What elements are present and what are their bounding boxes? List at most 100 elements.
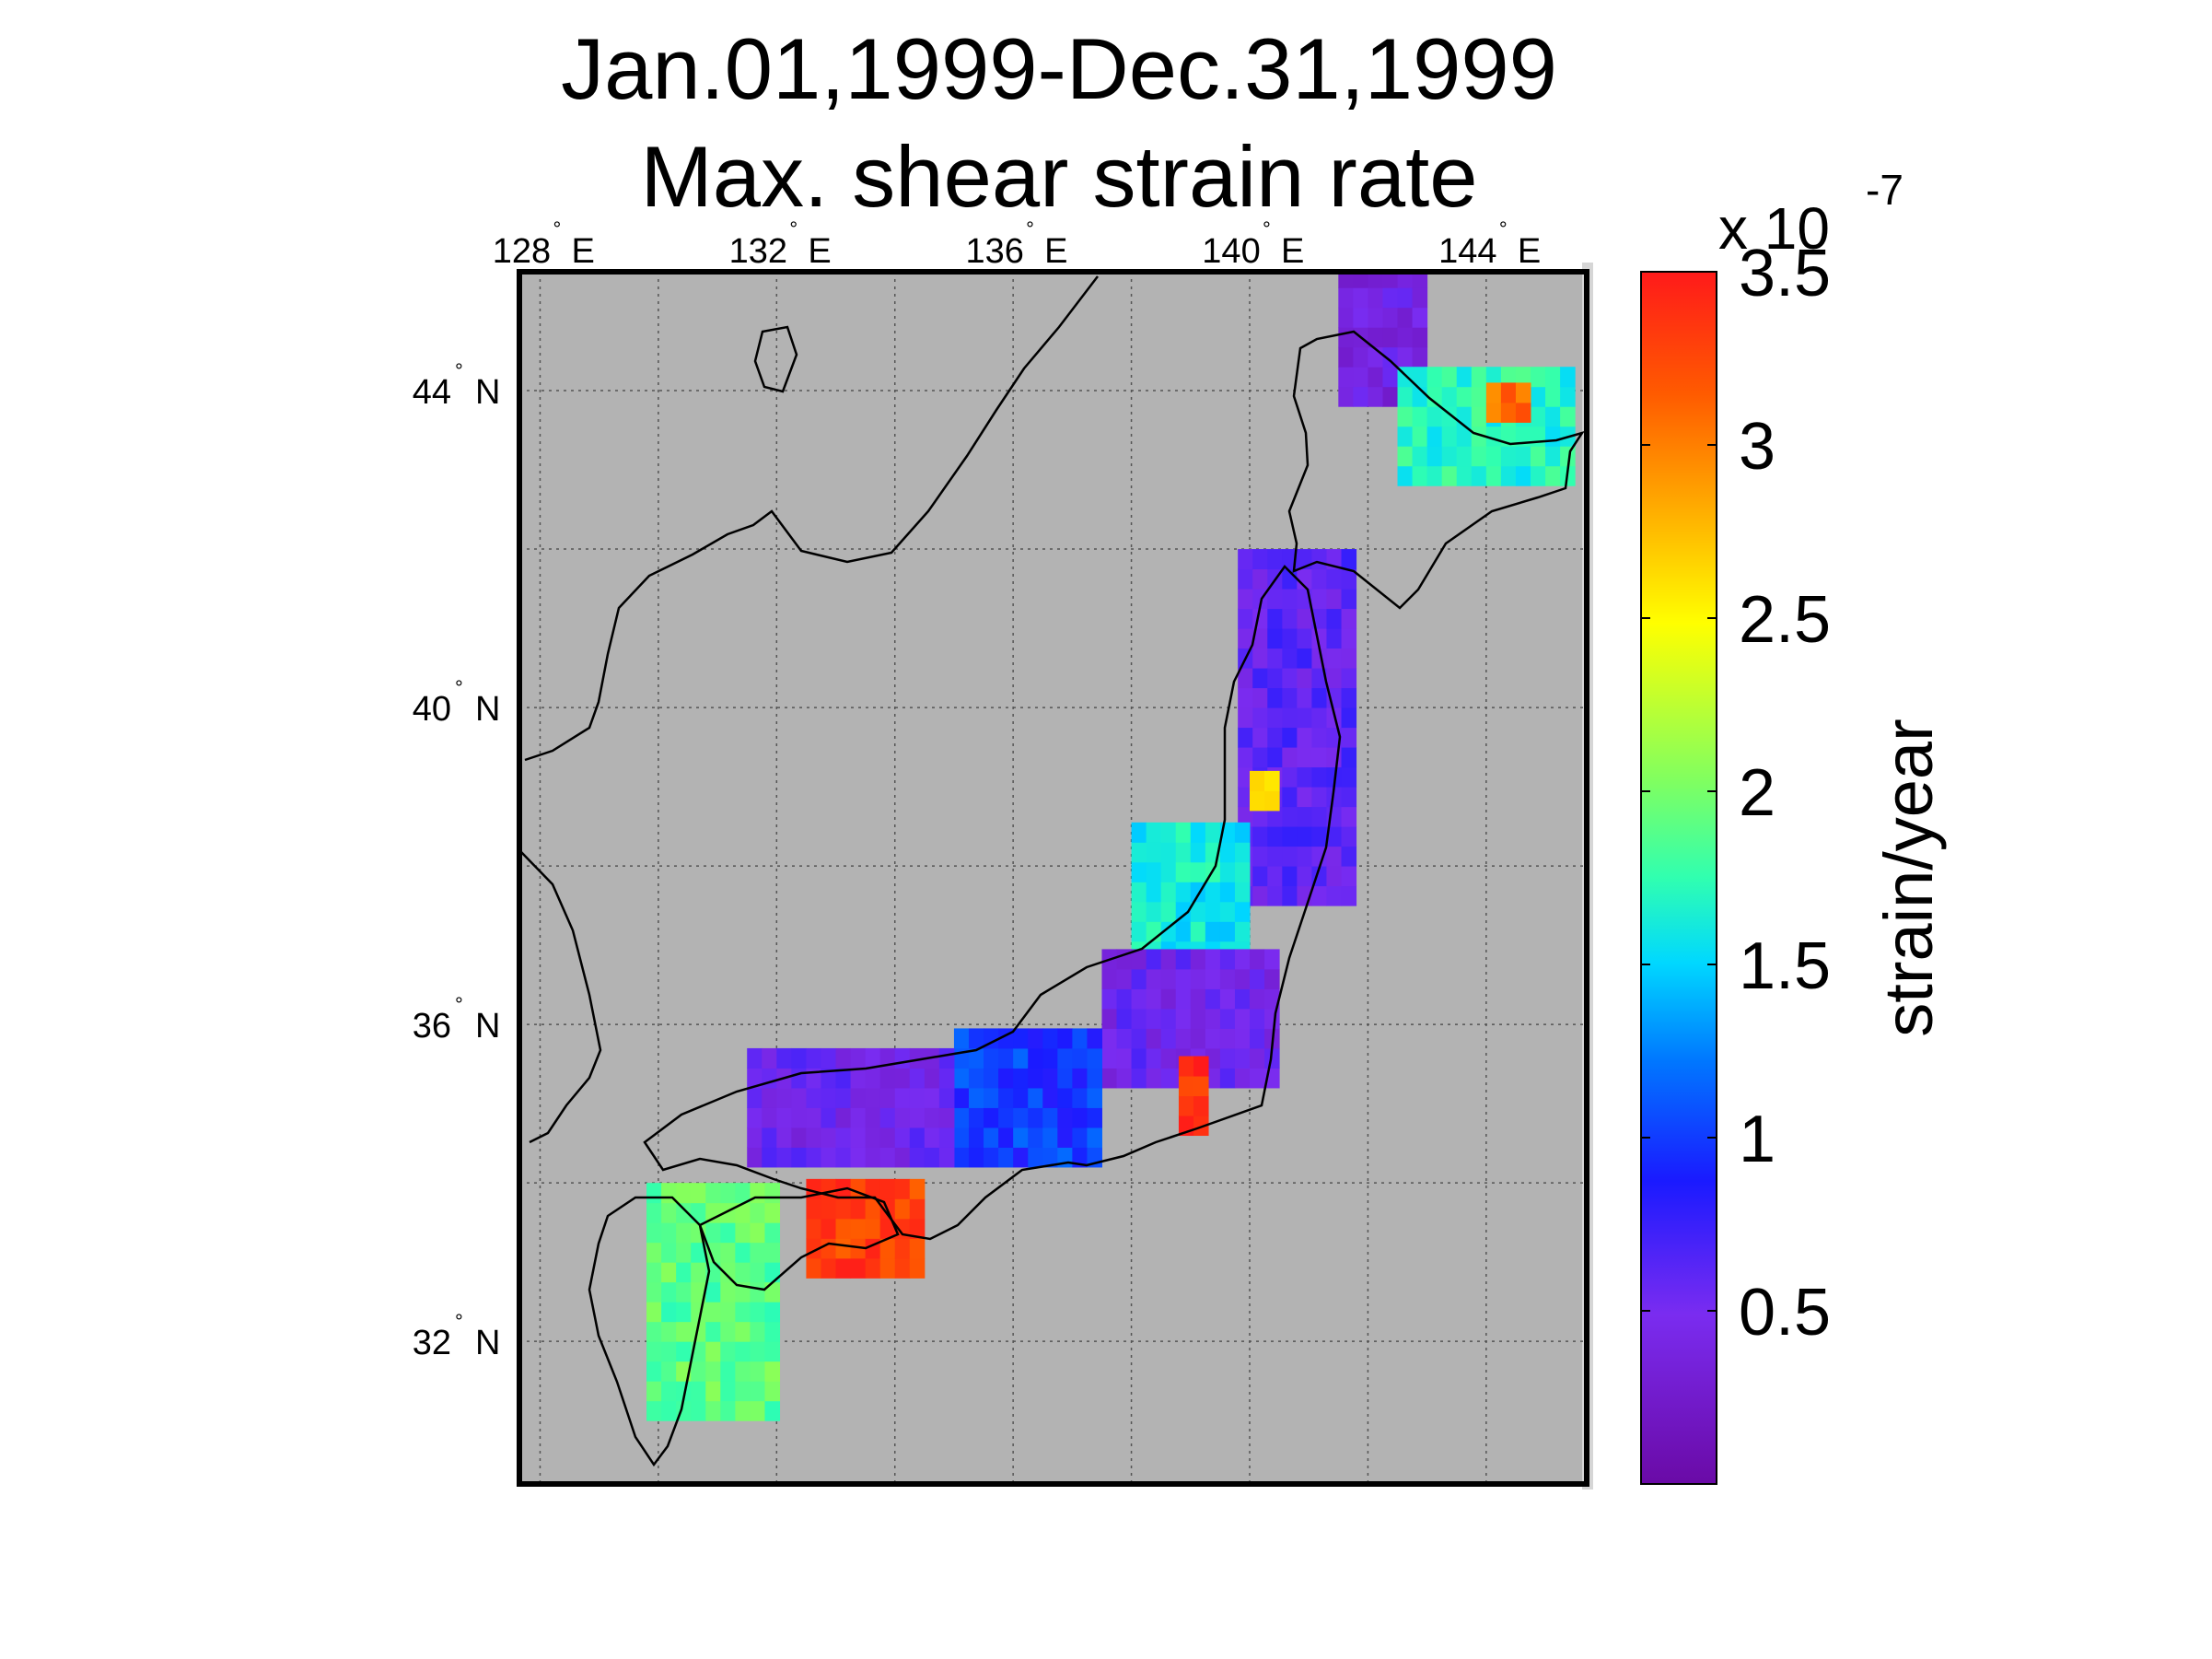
colorbar-tick-label: 2.5 [1739, 583, 1831, 657]
strain-cell [1382, 287, 1399, 309]
strain-cell [865, 1178, 881, 1199]
strain-cell [879, 1218, 896, 1239]
strain-cell [750, 1242, 765, 1263]
strain-cell [1397, 307, 1414, 328]
degree-symbol: ° [1499, 217, 1508, 240]
strain-cell [1146, 1047, 1162, 1069]
strain-cell [1234, 1047, 1251, 1069]
strain-cell [1193, 1076, 1209, 1097]
strain-cell [850, 1147, 867, 1168]
shikoku-coast [698, 1186, 900, 1291]
strain-cell [1131, 1028, 1147, 1049]
strain-cell [1311, 568, 1327, 590]
strain-cell [1146, 1028, 1162, 1049]
strain-cell [1368, 327, 1383, 348]
strain-cell [1341, 608, 1357, 629]
strain-cell [821, 1198, 837, 1220]
strain-cell [953, 1068, 970, 1089]
strain-cell [1190, 949, 1206, 970]
strain-cell [1219, 1068, 1236, 1089]
strain-cell [1193, 1116, 1209, 1137]
strain-cell [953, 1087, 970, 1108]
strain-cell [1485, 426, 1502, 447]
strain-cell [1326, 608, 1343, 629]
strain-cell [1028, 1068, 1043, 1089]
strain-cell [821, 1087, 837, 1108]
strain-cell [1131, 1068, 1147, 1089]
strain-cell [1341, 727, 1357, 748]
strain-cell [1238, 549, 1253, 570]
chart-title-line-1: Jan.01,1999-Dec.31,1999 [561, 20, 1557, 117]
colorbar-ticks: 3.5 3 2.5 2 1.5 1 0.5 [1641, 237, 1831, 1349]
strain-cell [735, 1400, 751, 1421]
strain-cell [791, 1127, 807, 1148]
strain-cell [835, 1147, 852, 1168]
strain-cell [720, 1361, 736, 1382]
strain-cell [821, 1257, 837, 1279]
strain-cell [1326, 866, 1343, 887]
strain-cell [1252, 568, 1268, 590]
strain-cell [735, 1381, 751, 1402]
strain-cell [1297, 806, 1312, 827]
strain-cell [676, 1262, 692, 1283]
strain-cell [764, 1381, 781, 1402]
strain-cell [705, 1242, 721, 1263]
sakhalin-coast [753, 325, 798, 393]
strain-cell [1042, 1047, 1058, 1069]
strain-cell [1205, 882, 1221, 903]
strain-cell [909, 1218, 926, 1239]
strain-cell [1160, 1068, 1177, 1089]
strain-cell [1131, 1047, 1147, 1069]
strain-cell [661, 1242, 677, 1263]
strain-cell [1190, 1028, 1206, 1049]
strain-cell [1267, 687, 1283, 708]
strain-cell [735, 1302, 751, 1323]
strain-cell [1205, 1068, 1221, 1089]
strain-cell [705, 1361, 721, 1382]
lon-hemisphere: E [1518, 232, 1541, 271]
strain-cell [1471, 426, 1487, 447]
strain-cell [1072, 1107, 1088, 1128]
strain-cell [924, 1107, 940, 1128]
strain-cell [1042, 1127, 1058, 1148]
strain-cell [1234, 1028, 1251, 1049]
strain-cell [720, 1242, 736, 1263]
strain-cell [1219, 949, 1236, 970]
strain-cell [1193, 1095, 1209, 1116]
strain-cell [1175, 822, 1192, 843]
strain-cell [776, 1087, 792, 1108]
strain-cell [1267, 826, 1283, 847]
strain-cell [1412, 406, 1428, 427]
strain-cell [1397, 465, 1414, 486]
strain-cell [1238, 727, 1253, 748]
strain-cell [1353, 367, 1368, 388]
strain-cell [1311, 707, 1327, 729]
strain-cell [1515, 426, 1531, 447]
strain-cell [938, 1107, 955, 1128]
strain-cell [1471, 367, 1487, 388]
strain-cell [1311, 687, 1327, 708]
strain-cell [1013, 1068, 1029, 1089]
strain-cell [879, 1087, 896, 1108]
strain-cell [1311, 806, 1327, 827]
colorbar-tick-label: 3 [1739, 410, 1775, 484]
strain-cell [646, 1321, 662, 1342]
strain-cell [661, 1321, 677, 1342]
strain-cell [1456, 406, 1473, 427]
strain-cell [1382, 367, 1399, 388]
strain-cell [1178, 1076, 1194, 1097]
strain-cell [1397, 287, 1414, 309]
strain-cell [776, 1047, 792, 1069]
strain-cell [909, 1107, 926, 1128]
strain-cell [850, 1178, 867, 1199]
strain-cell [1057, 1028, 1073, 1049]
strain-cell [1326, 826, 1343, 847]
strain-cell [1146, 901, 1162, 922]
strain-cell [1267, 727, 1283, 748]
strain-cell [1160, 1047, 1177, 1069]
strain-cell [1311, 668, 1327, 689]
strain-cell [1160, 842, 1177, 863]
strain-cell [1412, 287, 1428, 309]
strain-cell [938, 1068, 955, 1089]
strain-cell [1175, 968, 1192, 989]
